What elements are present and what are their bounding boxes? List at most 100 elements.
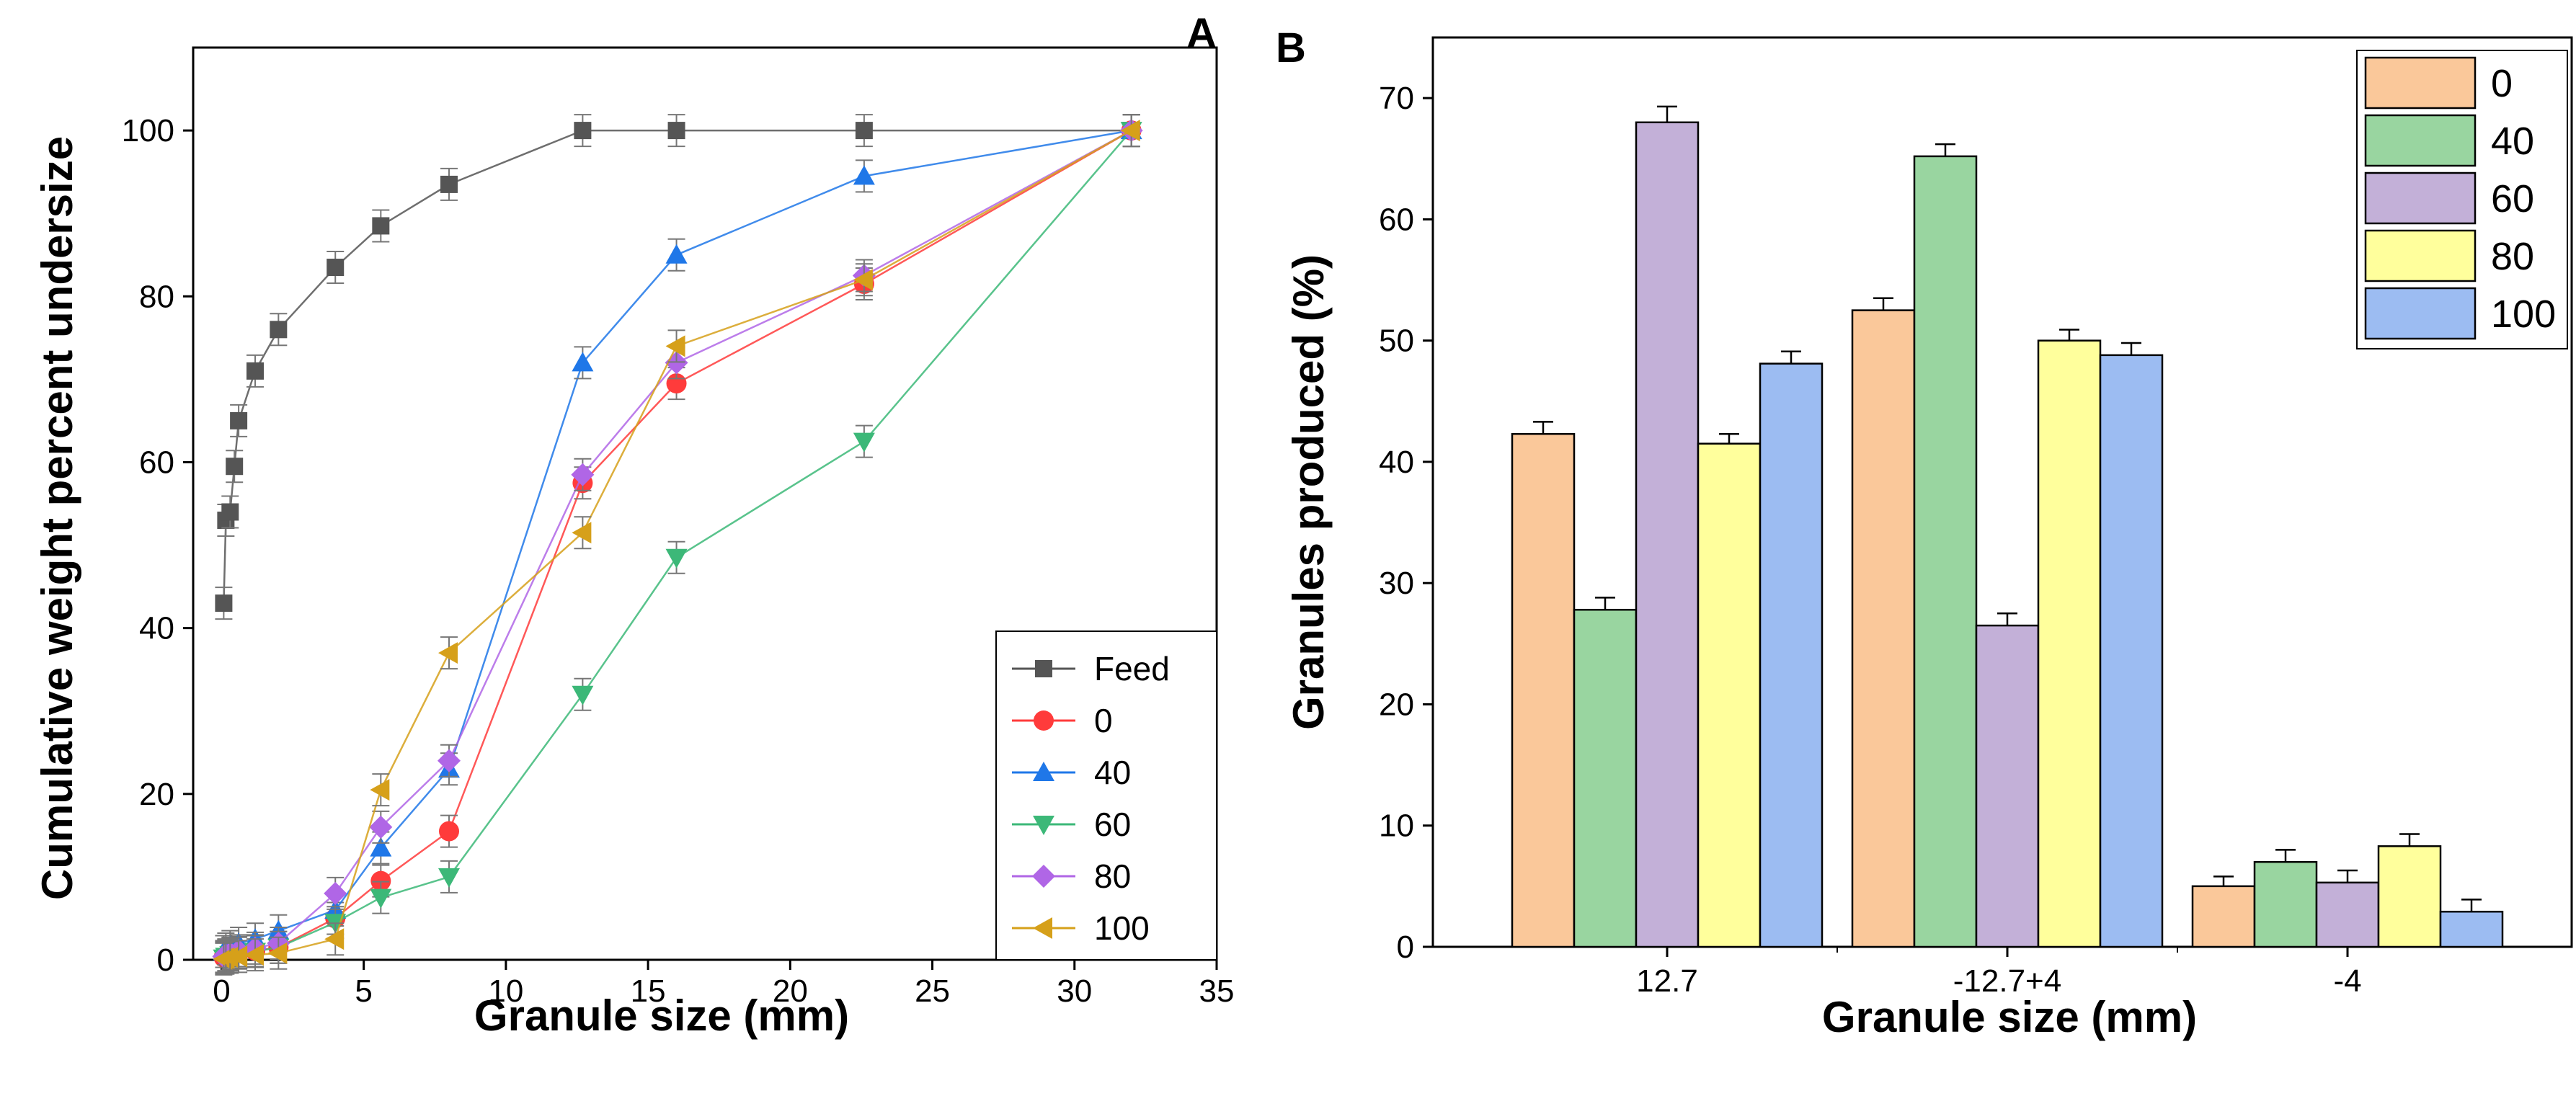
data-point [370, 779, 390, 801]
bar [1573, 608, 1638, 948]
legend-label: 60 [1094, 806, 1131, 843]
data-point [324, 881, 347, 905]
legend-label: 80 [2491, 235, 2534, 278]
data-point [219, 946, 239, 968]
bar [2099, 354, 2164, 948]
legend-marker [1033, 816, 1054, 835]
data-point [324, 928, 345, 950]
x-tick-label: -12.7+4 [1953, 963, 2061, 999]
legend-swatch [2364, 56, 2477, 110]
x-axis-title-a: Granule size (mm) [474, 992, 849, 1040]
legend-swatch [2364, 287, 2477, 340]
x-tick-label: 5 [355, 973, 372, 1009]
bar [2377, 845, 2442, 948]
legend-label: 100 [2491, 293, 2556, 336]
x-axis-title-b: Granule size (mm) [1822, 993, 2197, 1041]
data-point [327, 258, 345, 276]
data-point [853, 269, 873, 291]
bar [2315, 881, 2380, 948]
x-tick-label: 10 [488, 973, 523, 1009]
legend-marker [1033, 762, 1054, 781]
data-point [572, 522, 592, 544]
legend-a: Feed 0 40 60 80 100 [995, 630, 1217, 961]
data-point [267, 942, 288, 964]
x-tick-label: 12.7 [1636, 963, 1698, 999]
y-tick-label: 0 [1397, 930, 1414, 965]
data-point [572, 685, 594, 705]
legend-b: 0 40 60 80 100 [2356, 50, 2568, 349]
legend-marker [1032, 865, 1055, 888]
y-tick-label: 30 [1379, 566, 1414, 601]
y-tick-label: 0 [157, 943, 174, 978]
legend-marker [1035, 660, 1052, 677]
data-point [372, 217, 390, 235]
legend-label: 80 [1094, 857, 1131, 895]
bar-series-0 [1511, 297, 2256, 948]
legend-swatch [2364, 114, 2477, 167]
y-tick-label: 60 [1379, 202, 1414, 237]
data-point [438, 868, 460, 888]
data-point [855, 122, 873, 140]
data-point [665, 548, 688, 569]
panel-b-label: B [1276, 24, 1306, 71]
x-tick-label: 0 [213, 973, 230, 1009]
data-point [572, 352, 594, 372]
bar [1635, 121, 1700, 948]
data-point [221, 503, 239, 521]
bar [1913, 155, 1978, 948]
y-tick-label: 80 [139, 279, 174, 314]
y-tick-label: 20 [139, 777, 174, 812]
data-point [246, 362, 264, 380]
data-point [370, 837, 392, 857]
y-tick-label: 40 [139, 611, 174, 646]
legend-label: 40 [2491, 120, 2534, 163]
data-point [438, 749, 461, 772]
bar-series-40 [1573, 143, 2318, 948]
bar [1975, 624, 2040, 948]
bar-series-80 [1697, 329, 2442, 948]
x-tick-label: -4 [2333, 963, 2361, 999]
data-point [439, 821, 459, 842]
line-series-series-feed [215, 114, 1140, 620]
y-tick-label: 20 [1379, 687, 1414, 722]
y-tick-label: 60 [139, 445, 174, 480]
y-tick-label: 50 [1379, 324, 1414, 359]
data-point [270, 321, 288, 339]
bar [2439, 910, 2504, 948]
legend-label: 60 [2491, 177, 2534, 220]
legend-marker [1033, 917, 1052, 939]
legend-label: 40 [1094, 754, 1131, 791]
data-point [370, 870, 391, 891]
bar [1511, 432, 1576, 948]
legend-label: 100 [1094, 909, 1150, 947]
plot-frame-a [192, 46, 1218, 961]
data-point [853, 432, 875, 453]
data-point [438, 642, 458, 664]
data-point [667, 122, 685, 140]
data-point [226, 458, 244, 476]
x-tick-label: 35 [1199, 973, 1235, 1009]
y-axis-title-b: Granules produced (%) [1284, 254, 1333, 730]
data-point [369, 815, 393, 839]
legend-marker [1034, 710, 1054, 731]
data-point [853, 165, 875, 185]
bar [2037, 339, 2102, 948]
y-tick-label: 100 [122, 113, 174, 148]
data-point [230, 411, 248, 429]
y-axis-title-a: Cumulative weight percent undersize [33, 136, 81, 900]
legend-swatch [2364, 171, 2477, 225]
legend-label: 0 [2491, 62, 2513, 105]
y-tick-label: 40 [1379, 445, 1414, 480]
data-point [440, 175, 458, 193]
x-tick-label: 15 [631, 973, 666, 1009]
data-point [1120, 120, 1140, 142]
bar [2253, 860, 2318, 948]
data-point [571, 463, 595, 486]
y-tick-label: 10 [1379, 808, 1414, 844]
legend-box [995, 630, 1217, 961]
data-point [574, 122, 592, 140]
data-point [665, 244, 688, 264]
panel-a: A 0 5 10 15 20 25 30 35 0 20 40 60 80 100 Granule size… [33, 10, 1234, 1040]
y-tick-label: 70 [1379, 81, 1414, 116]
